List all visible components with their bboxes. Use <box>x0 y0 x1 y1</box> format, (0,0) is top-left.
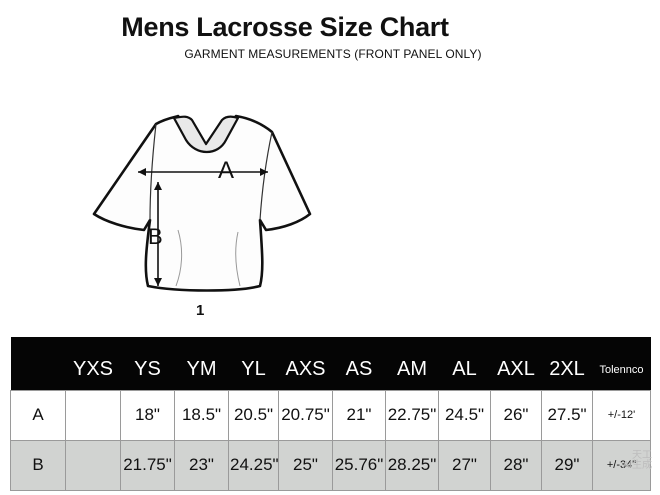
label-a: A <box>218 157 234 184</box>
table-row: A 18" 18.5" 20.5" 20.75" 21" 22.75" 24.5… <box>10 389 651 441</box>
row-label-b: B <box>10 439 66 491</box>
header-am: AM <box>397 358 427 381</box>
watermark: 天工 AI生成 <box>623 451 652 471</box>
watermark-line-2: AI生成 <box>622 460 652 471</box>
header-yl: YL <box>241 358 266 381</box>
label-b: B <box>148 224 163 249</box>
page-title: Mens Lacrosse Size Chart <box>121 12 449 42</box>
header-tolerance: Tolennco <box>599 363 644 376</box>
table-cell <box>65 389 121 441</box>
figure-number: 1 <box>196 302 205 319</box>
tolerance-cell: +/-12' <box>592 389 651 441</box>
header-as: AS <box>345 358 373 381</box>
table-cell: 20.75" <box>278 389 333 441</box>
shirt-collar <box>172 115 240 154</box>
shirt-diagram: A B <box>92 114 312 292</box>
row-label-a: A <box>10 389 66 441</box>
header-ym: YM <box>186 358 217 381</box>
table-cell: 24.25" <box>228 439 279 491</box>
table-header-row: YXS YS YM YL AXS AS AM AL AXL 2XL Tolenn… <box>10 337 651 390</box>
header-empty <box>11 337 66 390</box>
table-cell: 22.75" <box>385 389 439 441</box>
table-row: B 21.75" 23" 24.25" 25" 25.76" 28.25" 27… <box>10 439 651 491</box>
table-cell: 29" <box>541 439 593 491</box>
table-cell: 18" <box>120 389 175 441</box>
table-cell: 25" <box>278 439 333 491</box>
table-cell <box>65 439 121 491</box>
table-cell: 28.25" <box>385 439 439 491</box>
table-cell: 20.5" <box>228 389 279 441</box>
header-yxs: YXS <box>72 358 114 381</box>
header-ys: YS <box>134 358 161 381</box>
watermark-line-1: 天工 <box>632 450 652 461</box>
table-cell: 26" <box>490 389 542 441</box>
tolerance-cell: +/-34" <box>592 439 651 491</box>
size-table: YXS YS YM YL AXS AS AM AL AXL 2XL Tolenn… <box>10 337 651 491</box>
table-cell: 21" <box>332 389 386 441</box>
table-cell: 24.5" <box>438 389 491 441</box>
page-subtitle: GARMENT MEASUREMENTS (FRONT PANEL ONLY) <box>184 47 482 61</box>
header-axl: AXL <box>497 358 535 381</box>
header-al: AL <box>452 358 477 381</box>
table-cell: 21.75" <box>120 439 175 491</box>
table-cell: 27" <box>438 439 491 491</box>
table-cell: 23" <box>174 439 229 491</box>
table-cell: 27.5" <box>541 389 593 441</box>
table-cell: 28" <box>490 439 542 491</box>
header-2xl: 2XL <box>549 358 585 381</box>
header-axs: AXS <box>285 358 326 381</box>
table-cell: 25.76" <box>332 439 386 491</box>
table-cell: 18.5" <box>174 389 229 441</box>
